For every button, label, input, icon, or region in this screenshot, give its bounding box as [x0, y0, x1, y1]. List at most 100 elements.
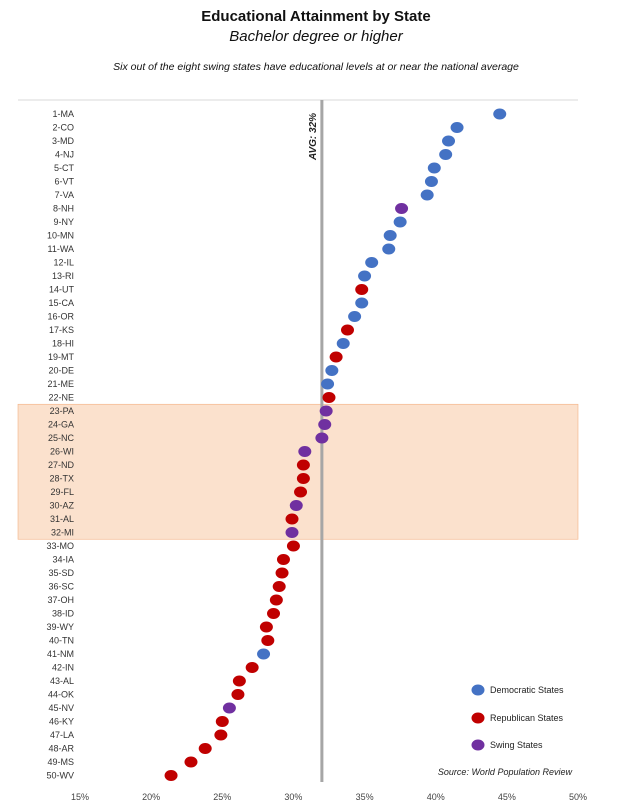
state-label: 42-IN [52, 663, 74, 673]
legend-label: Republican States [490, 713, 564, 723]
state-label: 43-AL [50, 676, 74, 686]
state-label: 49-MS [47, 757, 74, 767]
state-label: 25-NC [48, 433, 75, 443]
data-point [198, 743, 212, 754]
data-point [321, 378, 335, 390]
state-label: 12-IL [53, 258, 74, 268]
state-label: 41-NM [47, 649, 74, 659]
state-label: 37-OH [47, 595, 74, 605]
state-label: 3-MD [52, 136, 74, 146]
state-label: 24-GA [48, 420, 74, 430]
state-label: 15-CA [48, 298, 74, 308]
x-tick-label: 30% [284, 792, 302, 802]
data-point [318, 419, 332, 430]
data-point [383, 230, 397, 241]
state-label: 47-LA [50, 730, 74, 740]
x-tick-label: 20% [142, 792, 160, 802]
legend-label: Swing States [490, 740, 543, 750]
state-label: 5-CT [54, 163, 75, 173]
data-point [289, 500, 303, 511]
data-point [348, 311, 362, 322]
state-label: 36-SC [48, 582, 74, 592]
state-label: 14-UT [49, 285, 75, 295]
data-point [439, 149, 453, 160]
data-point [285, 527, 299, 538]
state-label: 1-MA [52, 109, 74, 119]
state-label: 4-NJ [55, 150, 74, 160]
data-point [272, 581, 286, 592]
state-label: 19-MT [48, 352, 75, 362]
state-label: 18-HI [52, 339, 74, 349]
x-tick-label: 15% [71, 792, 89, 802]
data-point [325, 365, 339, 376]
chart-annotation: Six out of the eight swing states have e… [0, 60, 632, 75]
data-point [365, 257, 379, 268]
x-tick-label: 40% [427, 792, 445, 802]
data-point [222, 702, 236, 714]
data-point [355, 297, 369, 309]
legend-marker [471, 739, 485, 751]
x-tick-label: 35% [356, 792, 374, 802]
data-point [298, 446, 312, 457]
data-point [315, 432, 329, 444]
data-point [355, 284, 369, 295]
state-label: 13-RI [52, 271, 74, 281]
state-label: 33-MO [46, 541, 74, 551]
data-point [393, 216, 407, 228]
state-label: 28-TX [49, 474, 74, 484]
data-point [285, 513, 299, 525]
data-point [269, 594, 283, 606]
state-label: 10-MN [47, 231, 74, 241]
chart-title: Educational Attainment by State [201, 8, 431, 25]
state-label: 11-WA [47, 244, 74, 254]
data-point [319, 405, 333, 417]
state-label: 6-VT [54, 177, 74, 187]
highlight-band [17, 403, 579, 540]
state-label: 38-ID [52, 609, 75, 619]
source-note: Source: World Population Review [438, 767, 573, 777]
data-point [245, 662, 259, 673]
x-tick-label: 50% [569, 792, 587, 802]
state-label: 40-TN [49, 636, 74, 646]
x-tick-label: 25% [213, 792, 231, 802]
data-point [424, 176, 438, 187]
legend-marker [471, 684, 485, 696]
state-label: 20-DE [48, 366, 74, 376]
state-label: 23-PA [50, 406, 74, 416]
data-point [442, 135, 456, 147]
data-point [267, 608, 281, 619]
data-point [322, 392, 336, 403]
state-label: 32-MI [51, 528, 74, 538]
legend-marker [471, 712, 485, 724]
state-label: 16-OR [47, 312, 74, 322]
state-label: 39-WY [46, 622, 74, 632]
state-label: 35-SD [48, 568, 74, 578]
state-label: 48-AR [48, 744, 74, 754]
data-point [493, 108, 507, 120]
state-label: 2-CO [52, 123, 74, 133]
state-label: 31-AL [50, 514, 74, 524]
state-label: 22-NE [48, 393, 74, 403]
legend-label: Democratic States [490, 685, 564, 695]
data-point [450, 122, 464, 133]
data-point [231, 689, 245, 700]
data-point [261, 635, 275, 646]
data-point [184, 756, 198, 768]
state-label: 9-NY [53, 217, 74, 227]
x-tick-label: 45% [498, 792, 516, 802]
data-point [164, 770, 178, 781]
data-point [275, 567, 289, 579]
state-label: 8-NH [53, 204, 74, 214]
data-point [259, 621, 273, 633]
state-label: 46-KY [49, 717, 74, 727]
chart-annotation-text: Six out of the eight swing states have e… [113, 61, 519, 73]
state-label: 7-VA [55, 190, 74, 200]
average-label: AVG: 32% [308, 113, 319, 161]
data-point [296, 473, 310, 484]
state-label: 44-OK [48, 690, 74, 700]
state-label: 26-WI [50, 447, 74, 457]
data-point [286, 540, 300, 552]
state-label: 45-NV [48, 703, 74, 713]
